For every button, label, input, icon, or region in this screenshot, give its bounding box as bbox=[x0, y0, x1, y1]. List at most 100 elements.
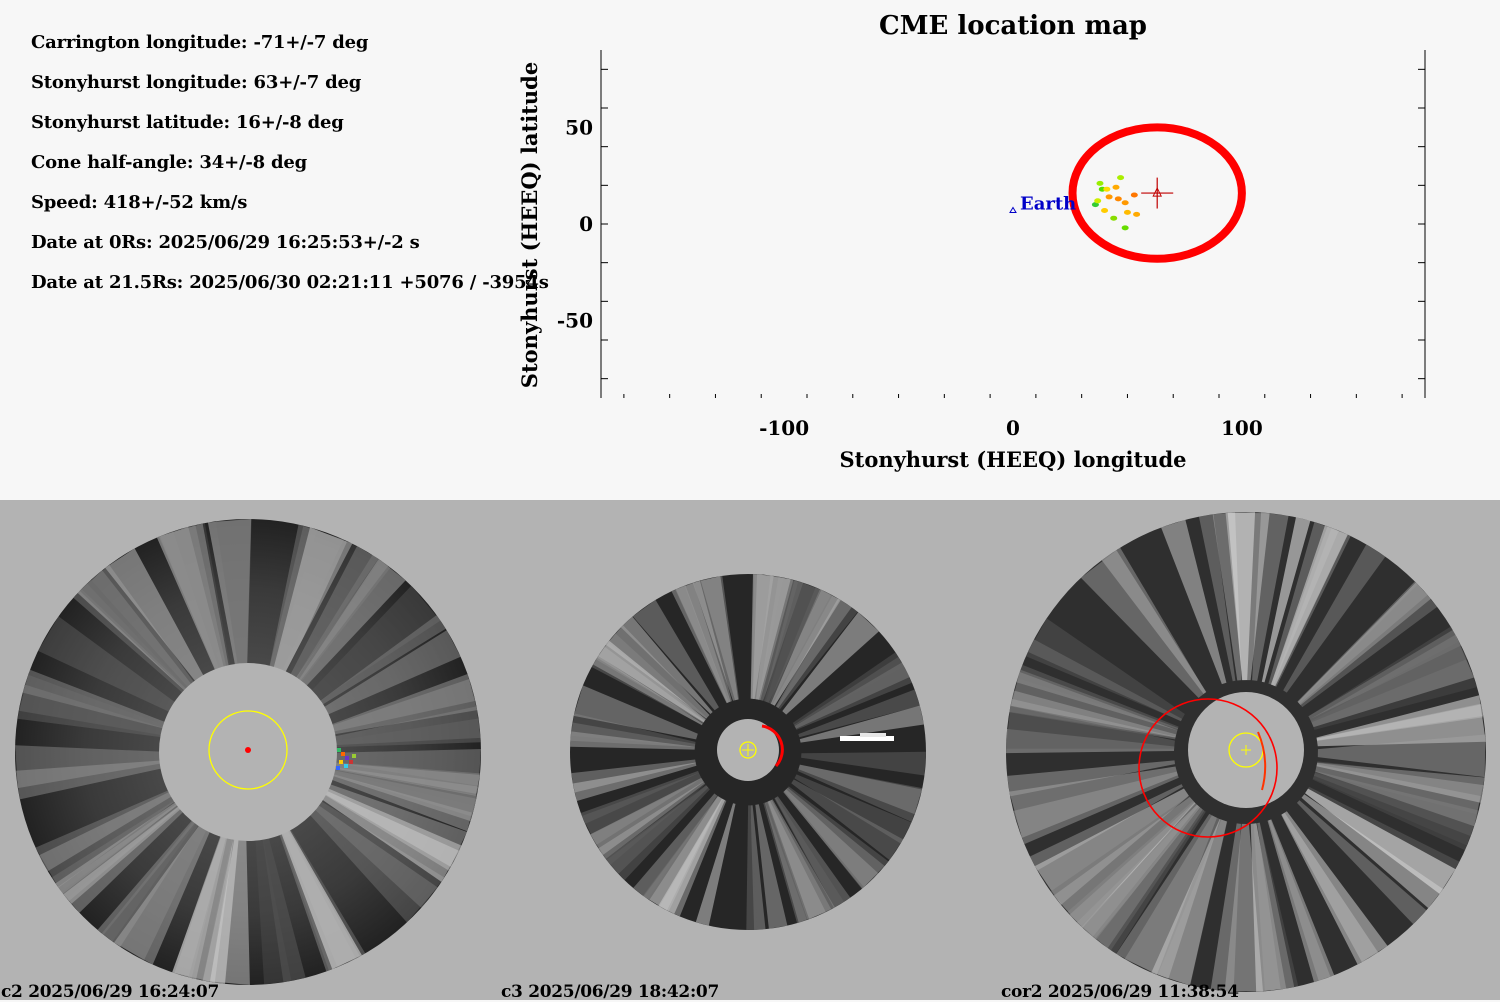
streamer-ray bbox=[1198, 514, 1236, 682]
carrington-longitude-text: Carrington longitude: -71+/-7 deg bbox=[31, 32, 369, 53]
streamer-ray bbox=[215, 519, 252, 683]
streamer-ray bbox=[793, 656, 912, 730]
streamer-ray bbox=[297, 794, 438, 923]
streamer-ray bbox=[174, 818, 231, 979]
cor2-cme-fit-circle bbox=[1138, 698, 1278, 838]
streamer-ray bbox=[79, 579, 201, 704]
c3-center-cross bbox=[742, 744, 754, 756]
streamer-ray bbox=[1281, 811, 1388, 965]
streamer-ray bbox=[692, 576, 739, 701]
streamer-ray bbox=[633, 793, 718, 900]
streamer-ray bbox=[1009, 672, 1178, 738]
streamer-ray bbox=[1069, 802, 1199, 937]
date-at-0rs-text: Date at 0Rs: 2025/06/29 16:25:53+/-2 s bbox=[31, 232, 420, 253]
streamer-ray bbox=[1091, 807, 1205, 951]
x-tick-label: 0 bbox=[1006, 416, 1020, 440]
streamer-ray bbox=[573, 685, 698, 740]
streamer-ray bbox=[775, 598, 852, 709]
streamer-ray bbox=[776, 599, 858, 710]
source-point bbox=[1094, 198, 1102, 204]
earth-marker bbox=[1009, 206, 1017, 213]
streamer-ray bbox=[1267, 819, 1335, 983]
streamer-ray bbox=[592, 655, 703, 726]
cme-center-marker bbox=[1152, 186, 1163, 197]
streamer-ray bbox=[18, 684, 181, 739]
streamer-ray bbox=[298, 585, 441, 711]
c2-center-marker bbox=[245, 747, 251, 753]
streamer-ray bbox=[1283, 544, 1386, 693]
y-axis-label: Stonyhurst (HEEQ) latitude bbox=[517, 62, 542, 388]
streamer-ray bbox=[1025, 618, 1185, 722]
streamer-ray bbox=[606, 785, 710, 881]
streamer-ray bbox=[590, 778, 706, 865]
streamer-ray bbox=[1161, 519, 1227, 685]
streamer-ray bbox=[581, 772, 702, 845]
streamer-ray bbox=[1050, 795, 1195, 927]
streamer-ray bbox=[51, 790, 193, 899]
streamer-ray bbox=[315, 766, 477, 813]
streamer-ray bbox=[103, 808, 215, 961]
streamer-ray bbox=[15, 745, 179, 789]
source-point bbox=[1133, 211, 1141, 217]
streamer-ray bbox=[1009, 698, 1176, 740]
streamer-ray bbox=[620, 616, 713, 714]
streamer-ray bbox=[700, 575, 740, 701]
streamer-ray bbox=[1308, 630, 1462, 720]
date-at-21-5rs-text: Date at 21.5Rs: 2025/06/30 02:21:11 +507… bbox=[31, 272, 549, 293]
streamer-ray bbox=[758, 576, 804, 701]
stonyhurst-latitude-text: Stonyhurst latitude: 16+/-8 deg bbox=[31, 112, 344, 133]
speed-text: Speed: 418+/-52 km/s bbox=[31, 192, 248, 213]
coronal-streamer-rays bbox=[570, 574, 926, 930]
streamer-ray bbox=[763, 580, 823, 703]
streamer-ray bbox=[188, 819, 236, 982]
cone-half-angle-text: Cone half-angle: 34+/-8 deg bbox=[31, 152, 308, 173]
streamer-ray bbox=[774, 796, 851, 908]
location-map-panel: Carrington longitude: -71+/-7 deg Stonyh… bbox=[0, 0, 1500, 500]
streamer-ray bbox=[1257, 822, 1295, 990]
streamer-ray bbox=[1252, 512, 1289, 681]
streamer-ray bbox=[1298, 584, 1438, 708]
streamer-ray bbox=[1312, 773, 1477, 846]
coronal-streamer-rays bbox=[1006, 512, 1486, 992]
streamer-ray bbox=[39, 783, 188, 872]
streamer-ray bbox=[1210, 823, 1241, 992]
c3-caption: c3 2025/06/29 18:42:07 bbox=[501, 982, 719, 1002]
streamer-ray bbox=[597, 646, 705, 724]
source-point bbox=[1101, 207, 1109, 213]
streamer-ray bbox=[265, 525, 318, 686]
streamer-ray bbox=[598, 781, 705, 859]
streamer-ray bbox=[671, 580, 732, 704]
streamer-ray bbox=[750, 574, 774, 700]
streamer-ray bbox=[1270, 525, 1348, 687]
streamer-ray bbox=[570, 722, 696, 747]
streamer-ray bbox=[570, 731, 695, 750]
streamer-ray bbox=[605, 784, 709, 874]
streamer-ray bbox=[774, 797, 845, 908]
stonyhurst-longitude-text: Stonyhurst longitude: 63+/-7 deg bbox=[31, 72, 362, 93]
c3-cme-fit-arc bbox=[761, 724, 784, 768]
streamer-ray bbox=[783, 787, 885, 889]
streamer-ray bbox=[642, 796, 723, 911]
streamer-ray bbox=[1317, 734, 1486, 778]
streamer-ray bbox=[1053, 797, 1196, 928]
c3-sun-limb-circle bbox=[739, 741, 757, 759]
streamer-ray bbox=[314, 673, 478, 738]
streamer-ray bbox=[1308, 626, 1468, 723]
c2-sun-limb-circle bbox=[208, 710, 288, 790]
streamer-ray bbox=[1212, 512, 1242, 681]
streamer-ray bbox=[1261, 517, 1311, 683]
chart-title: CME location map bbox=[879, 11, 1147, 41]
source-point bbox=[1121, 225, 1129, 231]
cor2-caption: cor2 2025/06/29 11:38:54 bbox=[1001, 982, 1239, 1002]
streamer-ray bbox=[308, 630, 461, 722]
streamer-ray bbox=[269, 527, 353, 689]
streamer-ray bbox=[1313, 771, 1479, 837]
streamer-ray bbox=[794, 774, 912, 844]
streamer-ray bbox=[598, 640, 706, 723]
streamer-ray bbox=[764, 800, 826, 923]
streamer-ray bbox=[81, 564, 205, 702]
streamer-ray bbox=[591, 641, 706, 726]
plot-marks: Earth bbox=[1009, 123, 1246, 263]
streamer-ray bbox=[1312, 772, 1478, 851]
c3-coronagraph-image bbox=[570, 574, 926, 930]
